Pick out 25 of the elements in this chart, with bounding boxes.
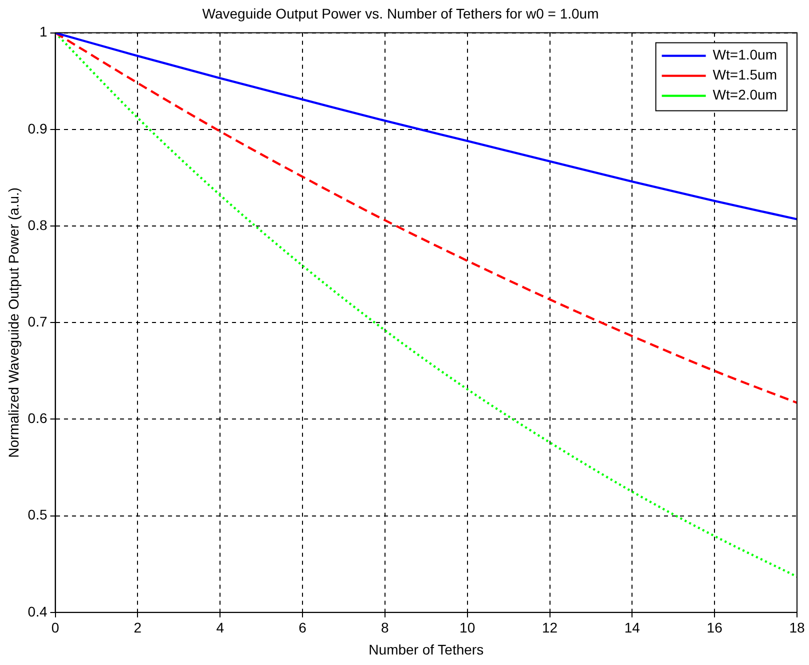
y-tick-label: 0.6 bbox=[28, 410, 48, 426]
x-tick-label: 14 bbox=[624, 620, 640, 636]
y-axis-title: Normalized Waveguide Output Power (a.u.) bbox=[5, 187, 22, 458]
x-tick-label: 2 bbox=[134, 620, 142, 636]
legend-label: Wt=1.5um bbox=[712, 66, 778, 83]
y-tick-label: 0.4 bbox=[28, 603, 48, 620]
x-tick-label: 0 bbox=[51, 620, 60, 636]
x-tick-label: 16 bbox=[706, 620, 723, 636]
x-tick-label: 4 bbox=[216, 620, 224, 636]
y-tick-label: 1 bbox=[39, 24, 48, 40]
legend-label: Wt=1.0um bbox=[712, 46, 778, 63]
chart-title: Waveguide Output Power vs. Number of Tethers for w0 = 1.0um bbox=[202, 5, 599, 22]
y-tick-label: 0.5 bbox=[28, 506, 48, 523]
x-axis-title: Number of Tethers bbox=[368, 641, 484, 658]
x-tick-label: 18 bbox=[789, 620, 805, 636]
line-series bbox=[55, 32, 797, 404]
x-tick-label: 10 bbox=[460, 620, 476, 636]
y-tick-label: 0.9 bbox=[28, 120, 48, 136]
y-tick-label: 0.7 bbox=[28, 313, 48, 330]
y-tick-label: 0.8 bbox=[28, 216, 48, 233]
x-tick-label: 12 bbox=[542, 620, 558, 636]
legend-label: Wt=2.0um bbox=[712, 86, 778, 103]
x-tick-label: 8 bbox=[381, 620, 390, 636]
x-tick-label: 6 bbox=[298, 620, 307, 636]
line-series bbox=[55, 32, 797, 220]
